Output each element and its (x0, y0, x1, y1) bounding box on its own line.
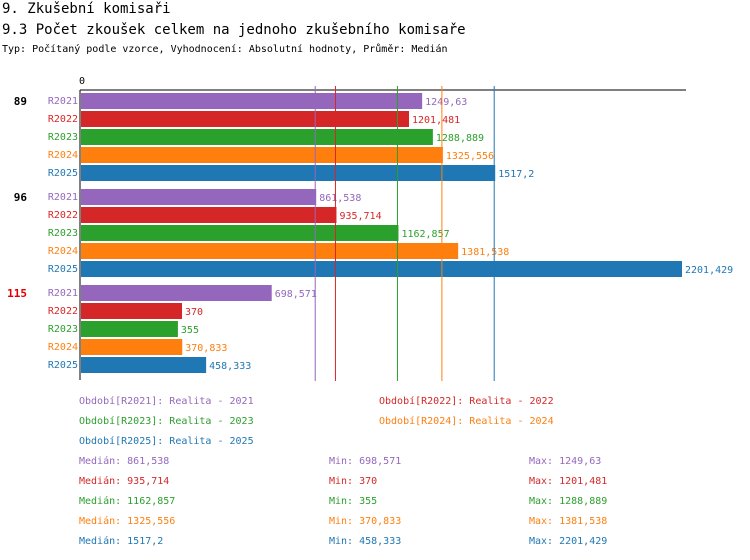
value-label: 370 (185, 307, 203, 318)
bar (81, 261, 682, 277)
series-label: R2025 (48, 264, 78, 275)
legend-period-r2021: Období[R2021]: Realita - 2021 (79, 396, 254, 407)
stat-max-r2024: Max: 1381,538 (529, 516, 608, 527)
bar (81, 285, 272, 301)
bar (81, 321, 178, 337)
bar (81, 147, 443, 163)
series-label: R2021 (48, 288, 78, 299)
bar (81, 111, 410, 127)
series-label: R2024 (48, 150, 78, 161)
stat-max-r2022: Max: 1201,481 (529, 476, 608, 487)
axis-zero-label: 0 (79, 76, 85, 87)
stat-median-r2024: Medián: 1325,556 (79, 516, 176, 527)
series-label: R2025 (48, 168, 78, 179)
stat-min-r2024: Min: 370,833 (329, 516, 402, 527)
chart-subtitle: Typ: Počítaný podle vzorce, Vyhodnocení:… (2, 44, 448, 55)
bar (81, 243, 459, 259)
legend-period-r2025: Období[R2025]: Realita - 2025 (79, 436, 254, 447)
bar (81, 357, 207, 373)
group-label: 89 (14, 95, 27, 108)
value-label: 2201,429 (685, 265, 733, 276)
bar (81, 93, 423, 109)
value-label: 1381,538 (461, 247, 509, 258)
stat-max-r2021: Max: 1249,63 (529, 456, 602, 467)
stat-min-r2022: Min: 370 (329, 476, 378, 487)
value-label: 1325,556 (446, 151, 494, 162)
group-label: 115 (7, 287, 27, 300)
bar-chart: 0 89 R2021 1249,63 R2022 1201,481 R2023 1288,88… (7, 76, 733, 381)
series-label: R2021 (48, 192, 78, 203)
section-title: 9. Zkušební komisaři (2, 1, 171, 17)
stat-min-r2021: Min: 698,571 (329, 456, 402, 467)
value-label: 1517,2 (498, 169, 534, 180)
stat-max-r2025: Max: 2201,429 (529, 536, 608, 547)
legend-period-r2023: Období[R2023]: Realita - 2023 (79, 416, 254, 427)
value-label: 861,538 (319, 193, 361, 204)
bar (81, 129, 433, 145)
value-label: 698,571 (275, 289, 317, 300)
bar (81, 303, 183, 319)
stat-min-r2025: Min: 458,333 (329, 536, 402, 547)
value-label: 370,833 (185, 343, 227, 354)
bar (81, 225, 399, 241)
series-label: R2021 (48, 96, 78, 107)
series-label: R2025 (48, 360, 78, 371)
value-label: 1288,889 (436, 133, 484, 144)
bar (81, 189, 317, 205)
bar (81, 339, 183, 355)
series-label: R2023 (48, 228, 78, 239)
series-label: R2023 (48, 324, 78, 335)
stat-min-r2023: Min: 355 (329, 496, 378, 507)
stat-median-r2025: Medián: 1517,2 (79, 536, 164, 547)
series-label: R2022 (48, 210, 78, 221)
legend-period-r2022: Období[R2022]: Realita - 2022 (379, 396, 554, 407)
chart-title: 9.3 Počet zkoušek celkem na jednoho zkuš… (2, 22, 466, 38)
series-label: R2024 (48, 246, 78, 257)
stat-median-r2021: Medián: 861,538 (79, 456, 170, 467)
stat-max-r2023: Max: 1288,889 (529, 496, 608, 507)
value-label: 935,714 (339, 211, 381, 222)
bar (81, 207, 337, 223)
stat-median-r2022: Medián: 935,714 (79, 476, 170, 487)
group-label: 96 (14, 191, 28, 204)
value-label: 1162,857 (401, 229, 449, 240)
value-label: 458,333 (209, 361, 251, 372)
legend-period-r2024: Období[R2024]: Realita - 2024 (379, 416, 554, 427)
value-label: 355 (181, 325, 199, 336)
series-label: R2022 (48, 306, 78, 317)
stat-median-r2023: Medián: 1162,857 (79, 496, 176, 507)
series-label: R2023 (48, 132, 78, 143)
bar (81, 165, 496, 181)
value-label: 1249,63 (425, 97, 467, 108)
series-label: R2022 (48, 114, 78, 125)
series-label: R2024 (48, 342, 78, 353)
value-label: 1201,481 (412, 115, 460, 126)
